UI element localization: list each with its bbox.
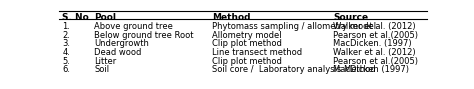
Text: Allometry model: Allometry model	[212, 31, 282, 40]
Text: Below ground tree Root: Below ground tree Root	[94, 31, 194, 40]
Text: 6.: 6.	[62, 65, 70, 74]
Text: MacDicken (1997): MacDicken (1997)	[333, 65, 409, 74]
Text: 4.: 4.	[62, 48, 70, 57]
Text: Pearson et al.(2005): Pearson et al.(2005)	[333, 57, 418, 66]
Text: Pool: Pool	[94, 13, 116, 22]
Text: 1.: 1.	[62, 22, 70, 31]
Text: Soil: Soil	[94, 65, 109, 74]
Text: MacDicken. (1997): MacDicken. (1997)	[333, 39, 411, 49]
Text: Undergrowth: Undergrowth	[94, 39, 149, 49]
Text: Walker et al. (2012): Walker et al. (2012)	[333, 22, 416, 31]
Text: Above ground tree: Above ground tree	[94, 22, 173, 31]
Text: Soil core /  Laboratory analysis Method: Soil core / Laboratory analysis Method	[212, 65, 375, 74]
Text: Source: Source	[333, 13, 368, 22]
Text: S. No: S. No	[62, 13, 89, 22]
Text: Pearson et al.(2005): Pearson et al.(2005)	[333, 31, 418, 40]
Text: Dead wood: Dead wood	[94, 48, 142, 57]
Text: Walker et al. (2012): Walker et al. (2012)	[333, 48, 416, 57]
Text: 5.: 5.	[62, 57, 70, 66]
Text: 2.: 2.	[62, 31, 70, 40]
Text: Method: Method	[212, 13, 250, 22]
Text: Clip plot method: Clip plot method	[212, 39, 282, 49]
Text: Line transect method: Line transect method	[212, 48, 302, 57]
Text: Phytomass sampling / allometry model: Phytomass sampling / allometry model	[212, 22, 376, 31]
Text: Clip plot method: Clip plot method	[212, 57, 282, 66]
Text: Litter: Litter	[94, 57, 117, 66]
Text: 3.: 3.	[62, 39, 70, 49]
